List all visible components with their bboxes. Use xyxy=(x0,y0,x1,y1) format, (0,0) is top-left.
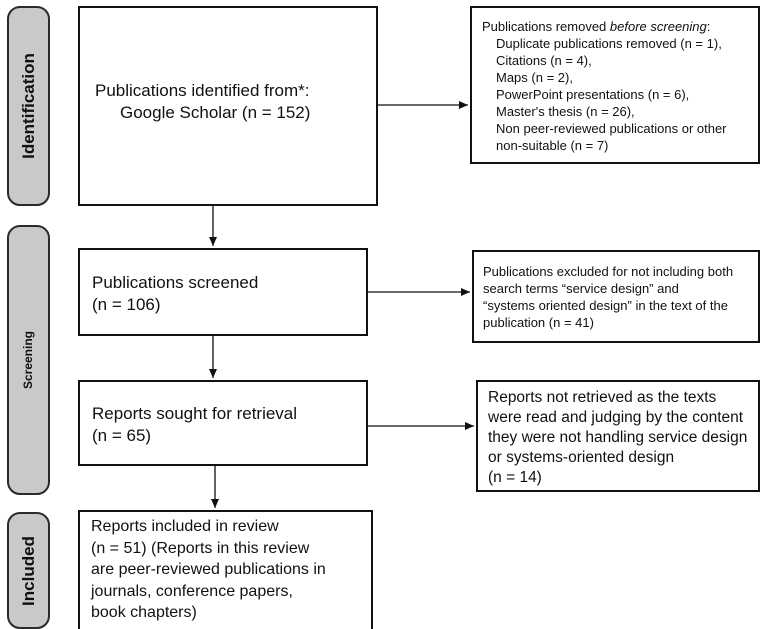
excluded-text: Publications excluded for not including … xyxy=(483,263,733,331)
not-retrieved-line: were read and judging by the content xyxy=(488,409,744,426)
excluded-line: “systems oriented design” in the text of… xyxy=(483,298,728,313)
not-retrieved-text: Reports not retrieved as the texts were … xyxy=(488,388,747,488)
screened-text: Publications screened (n = 106) xyxy=(92,272,258,316)
included-line: Reports included in review xyxy=(91,518,279,535)
screened-box xyxy=(78,248,368,336)
excluded-line: publication (n = 41) xyxy=(483,315,594,330)
included-line: book chapters) xyxy=(91,604,197,621)
sought-box xyxy=(78,380,368,466)
removed-item: non-suitable (n = 7) xyxy=(496,138,609,153)
phase-screening: Screening xyxy=(7,225,50,495)
identified-line1: Publications identified from*: xyxy=(95,81,310,100)
phase-included: Included xyxy=(7,512,50,629)
removed-item: Non peer-reviewed publications or other xyxy=(496,121,727,136)
screened-line1: Publications screened xyxy=(92,273,259,292)
excluded-line: search terms “service design” and xyxy=(483,281,679,296)
included-line: journals, conference papers, xyxy=(91,582,293,600)
sought-text: Reports sought for retrieval (n = 65) xyxy=(92,403,297,447)
included-text: Reports included in review (n = 51) (Rep… xyxy=(91,516,326,624)
removed-title: Publications removed before screening: xyxy=(482,19,711,34)
sought-line1: Reports sought for retrieval xyxy=(92,404,298,423)
removed-item: Master's thesis (n = 26), xyxy=(496,104,635,119)
identified-box xyxy=(78,6,378,206)
identified-line2: Google Scholar (n = 152) xyxy=(120,103,311,122)
not-retrieved-line: (n = 14) xyxy=(488,469,542,486)
removed-item: Maps (n = 2), xyxy=(496,70,573,85)
phase-identification: Identification xyxy=(7,6,50,206)
not-retrieved-box xyxy=(476,380,760,492)
removed-item: Duplicate publications removed (n = 1), xyxy=(496,36,722,51)
identified-text: Publications identified from*: Google Sc… xyxy=(95,80,310,124)
removed-box xyxy=(470,6,760,164)
included-box xyxy=(78,510,373,629)
screened-line2: (n = 106) xyxy=(92,295,161,314)
removed-item: PowerPoint presentations (n = 6), xyxy=(496,87,690,102)
included-line: (n = 51) (Reports in this review xyxy=(91,539,310,557)
not-retrieved-line: they were not handling service design xyxy=(488,429,748,446)
included-line: are peer-reviewed publications in xyxy=(91,561,326,578)
not-retrieved-line: or systems-oriented design xyxy=(488,449,675,466)
not-retrieved-line: Reports not retrieved as the texts xyxy=(488,389,717,406)
excluded-line: Publications excluded for not including … xyxy=(483,264,734,279)
excluded-box xyxy=(472,250,760,343)
sought-line2: (n = 65) xyxy=(92,426,152,445)
removed-item: Citations (n = 4), xyxy=(496,53,592,68)
removed-text: Publications removed before screening: D… xyxy=(482,18,727,154)
